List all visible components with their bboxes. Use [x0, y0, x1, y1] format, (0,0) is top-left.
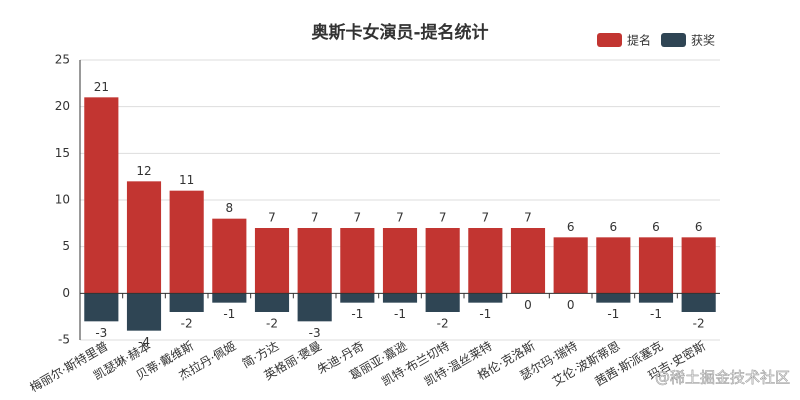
data-label: 7	[268, 211, 276, 225]
data-label: 6	[610, 220, 618, 234]
bar	[468, 293, 503, 303]
data-label: 8	[226, 201, 234, 215]
bar	[212, 218, 247, 294]
chart-title: 奥斯卡女演员-提名统计	[311, 22, 488, 43]
y-tick-label: 25	[55, 53, 70, 67]
data-label: -1	[607, 307, 619, 321]
bar	[126, 181, 162, 294]
bar	[340, 228, 375, 294]
data-label: 7	[439, 211, 447, 225]
data-label: 7	[354, 211, 362, 225]
data-label: 7	[524, 211, 532, 225]
data-label: 11	[179, 173, 194, 187]
data-label: 6	[652, 220, 660, 234]
watermark: @稀土掘金技术社区	[655, 369, 790, 387]
y-tick-label: 15	[55, 146, 70, 160]
bar	[596, 293, 631, 303]
data-label: -2	[437, 317, 449, 331]
data-label: -2	[181, 317, 193, 331]
bar	[425, 228, 460, 294]
y-tick-label: 0	[62, 286, 70, 300]
bar	[425, 293, 460, 312]
bar	[126, 293, 162, 331]
bar	[596, 237, 631, 294]
data-label: -3	[95, 326, 107, 340]
data-label: -1	[223, 307, 235, 321]
bar	[169, 293, 204, 312]
data-label: -2	[266, 317, 278, 331]
bar	[681, 237, 716, 294]
bar	[553, 237, 588, 294]
data-label: -1	[479, 307, 491, 321]
legend-swatch	[597, 33, 622, 47]
y-tick-label: 5	[62, 239, 70, 253]
bar	[254, 293, 290, 312]
bar	[382, 228, 418, 294]
bar	[638, 293, 674, 303]
bar	[84, 97, 119, 294]
legend-swatch	[661, 33, 686, 47]
data-label: 7	[482, 211, 490, 225]
data-label: 6	[695, 220, 703, 234]
y-tick-label: 20	[55, 99, 70, 113]
y-tick-label: 10	[55, 193, 70, 207]
bar	[510, 228, 546, 294]
data-label: 12	[136, 164, 151, 178]
data-label: -4	[138, 335, 150, 349]
data-label: -1	[650, 307, 662, 321]
bar	[297, 228, 332, 294]
bar	[638, 237, 674, 294]
bar	[468, 228, 503, 294]
data-label: 21	[94, 80, 109, 94]
data-label: -1	[351, 307, 363, 321]
bar	[254, 228, 290, 294]
data-label: 0	[524, 298, 532, 312]
data-label: 7	[396, 211, 404, 225]
data-label: 6	[567, 220, 575, 234]
data-label: 0	[567, 298, 575, 312]
bar	[212, 293, 247, 303]
bar	[84, 293, 119, 322]
legend-label: 获奖	[691, 34, 715, 48]
bar	[681, 293, 716, 312]
data-label: -3	[309, 326, 321, 340]
data-label: 7	[311, 211, 319, 225]
y-tick-label: -5	[58, 333, 70, 347]
legend-label: 提名	[627, 33, 651, 48]
bar	[382, 293, 418, 303]
data-label: -1	[394, 307, 406, 321]
bar	[169, 190, 204, 294]
bar	[297, 293, 332, 322]
bar	[340, 293, 375, 303]
data-label: -2	[693, 317, 705, 331]
